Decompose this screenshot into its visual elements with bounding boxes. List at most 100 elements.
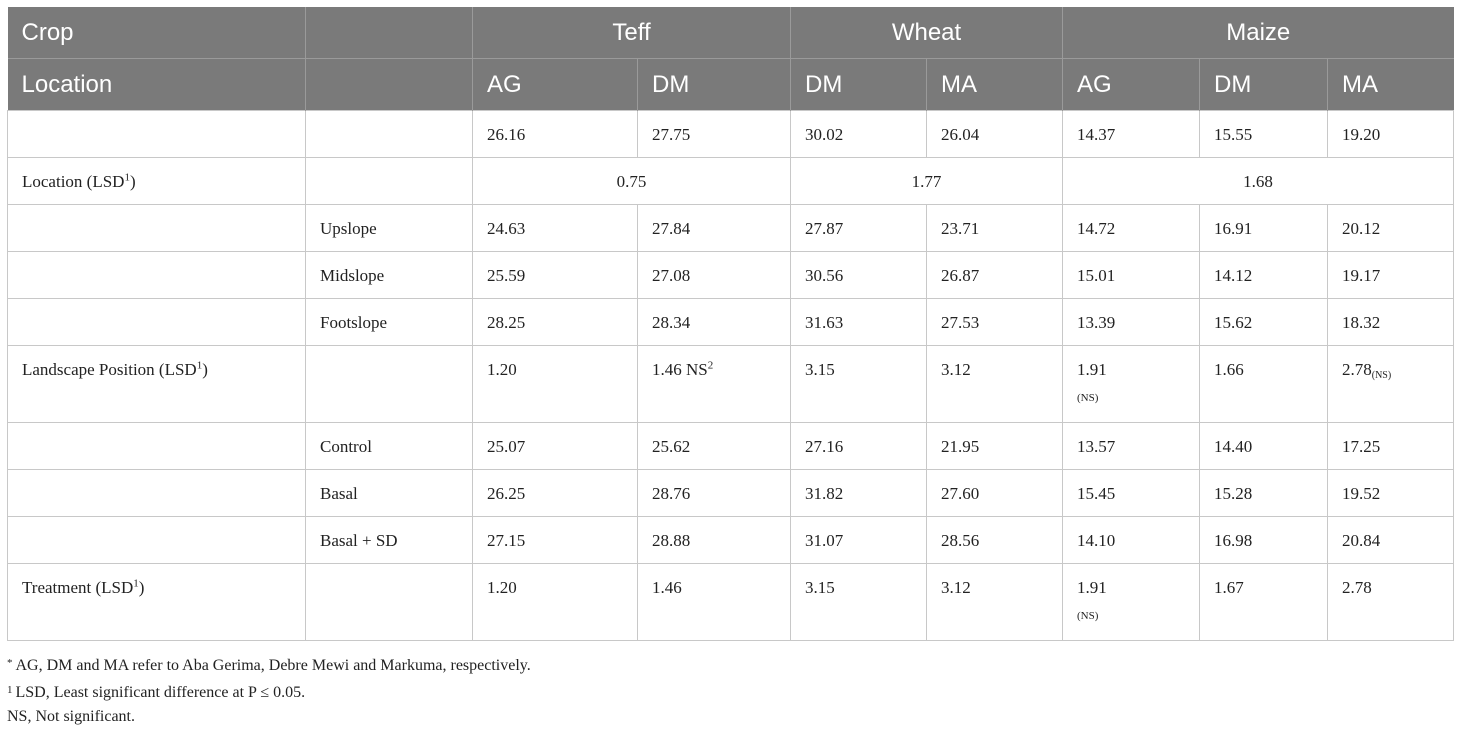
- table-cell: 28.34: [637, 298, 791, 346]
- cell-value: 1.91: [1077, 360, 1107, 379]
- row-sublabel: [305, 563, 473, 641]
- table-cell: 1.20: [472, 345, 638, 423]
- table-cell: 2.78: [1327, 563, 1454, 641]
- row-label: Landscape Position (LSD1): [7, 345, 306, 423]
- table-cell: 13.39: [1062, 298, 1200, 346]
- table-cell: 14.37: [1062, 110, 1200, 158]
- table-cell: 1.91 (NS): [1062, 345, 1200, 423]
- footnote-marker: 1: [196, 359, 203, 372]
- table-cell: 17.25: [1327, 422, 1454, 470]
- row-label-tail: ): [202, 360, 208, 379]
- header-group-wheat: Wheat: [790, 7, 1063, 59]
- row-sublabel: Basal: [305, 469, 473, 517]
- table-cell-maize-lsd: 1.68: [1062, 157, 1454, 205]
- table-cell: 15.62: [1199, 298, 1328, 346]
- table-cell: 1.91 (NS): [1062, 563, 1200, 641]
- table-cell: 1.67: [1199, 563, 1328, 641]
- row-sublabel: Midslope: [305, 251, 473, 299]
- footnote-marker: 1: [7, 684, 13, 696]
- row-label: [7, 422, 306, 470]
- table-cell-teff-lsd: 0.75: [472, 157, 791, 205]
- footnote-ns: NS, Not significant.: [7, 708, 135, 725]
- row-label: [7, 251, 306, 299]
- cell-note: (NS): [1371, 370, 1392, 381]
- table-cell: 14.12: [1199, 251, 1328, 299]
- table-cell: 27.16: [790, 422, 927, 470]
- table-wrapper: Crop Teff Wheat Maize Location AG DM DM …: [7, 7, 1454, 729]
- table-cell: 3.12: [926, 345, 1063, 423]
- data-table: Crop Teff Wheat Maize Location AG DM DM …: [7, 7, 1454, 641]
- header-crop-label: Crop: [7, 7, 306, 59]
- table-cell: 15.28: [1199, 469, 1328, 517]
- footnote-abbreviations: * AG, DM and MA refer to Aba Gerima, Debr…: [7, 651, 1453, 678]
- table-row-location-lsd: Location (LSD1) 0.75 1.77 1.68: [7, 157, 1454, 205]
- table-cell: 27.15: [472, 516, 638, 564]
- row-label: Treatment (LSD1): [7, 563, 306, 641]
- table-cell: 27.87: [790, 204, 927, 252]
- table-cell: 3.15: [790, 563, 927, 641]
- table-cell: 15.01: [1062, 251, 1200, 299]
- header-site-maize-ag: AG: [1062, 58, 1200, 111]
- table-cell: 28.25: [472, 298, 638, 346]
- table-footnotes: * AG, DM and MA refer to Aba Gerima, Debr…: [7, 651, 1453, 729]
- table-cell: 20.84: [1327, 516, 1454, 564]
- table-cell: 28.76: [637, 469, 791, 517]
- table-cell-wheat-lsd: 1.77: [790, 157, 1063, 205]
- table-cell: 13.57: [1062, 422, 1200, 470]
- table-cell: 30.56: [790, 251, 927, 299]
- row-sublabel: [305, 157, 473, 205]
- row-label-text: Landscape Position (LSD: [22, 360, 197, 379]
- table-cell: 31.82: [790, 469, 927, 517]
- table-cell: 14.72: [1062, 204, 1200, 252]
- row-sublabel: Basal + SD: [305, 516, 473, 564]
- table-cell: 27.53: [926, 298, 1063, 346]
- table-cell: 25.62: [637, 422, 791, 470]
- header-row-crop: Crop Teff Wheat Maize: [7, 7, 1454, 59]
- header-site-maize-ma: MA: [1327, 58, 1454, 111]
- table-cell: 19.17: [1327, 251, 1454, 299]
- header-site-wheat-dm: DM: [790, 58, 927, 111]
- footnote-marker: 1: [133, 577, 139, 590]
- footnote-text: LSD, Least significant difference at P ≤…: [15, 684, 306, 701]
- table-row-landscape-lsd: Landscape Position (LSD1) 1.20 1.46 NS2 …: [7, 345, 1454, 423]
- table-cell: 16.98: [1199, 516, 1328, 564]
- table-cell: 15.55: [1199, 110, 1328, 158]
- table-cell: 28.56: [926, 516, 1063, 564]
- cell-value: 1.91: [1077, 578, 1107, 597]
- table-cell: 19.52: [1327, 469, 1454, 517]
- table-row-basal-sd: Basal + SD 27.15 28.88 31.07 28.56 14.10…: [7, 516, 1454, 564]
- footnote-marker: *: [7, 657, 13, 669]
- header-row-location: Location AG DM DM MA AG DM MA: [7, 58, 1454, 111]
- footnote-marker: 2: [707, 359, 714, 372]
- row-label: [7, 110, 306, 158]
- table-cell: 3.15: [790, 345, 927, 423]
- table-row-footslope: Footslope 28.25 28.34 31.63 27.53 13.39 …: [7, 298, 1454, 346]
- row-sublabel: Upslope: [305, 204, 473, 252]
- table-cell: 25.07: [472, 422, 638, 470]
- table-row-upslope: Upslope 24.63 27.84 27.87 23.71 14.72 16…: [7, 204, 1454, 252]
- header-blank: [305, 7, 473, 59]
- row-label: [7, 469, 306, 517]
- row-label: [7, 298, 306, 346]
- table-cell: 26.16: [472, 110, 638, 158]
- table-cell: 1.20: [472, 563, 638, 641]
- table-cell: 1.66: [1199, 345, 1328, 423]
- row-label-tail: ): [138, 578, 145, 597]
- table-cell: 1.46 NS2: [637, 345, 791, 423]
- header-site-wheat-ma: MA: [926, 58, 1063, 111]
- row-sublabel: Footslope: [305, 298, 473, 346]
- table-cell: 26.25: [472, 469, 638, 517]
- header-site-teff-dm: DM: [637, 58, 791, 111]
- cell-value: 1.46 NS: [652, 360, 708, 379]
- table-cell: 26.87: [926, 251, 1063, 299]
- table-row-means: 26.16 27.75 30.02 26.04 14.37 15.55 19.2…: [7, 110, 1454, 158]
- table-cell: 24.63: [472, 204, 638, 252]
- table-cell: 14.40: [1199, 422, 1328, 470]
- header-blank: [305, 58, 473, 111]
- row-label-text: Location (LSD: [22, 172, 125, 191]
- header-site-teff-ag: AG: [472, 58, 638, 111]
- row-label: [7, 204, 306, 252]
- table-cell: 2.78(NS): [1327, 345, 1454, 423]
- table-body: 26.16 27.75 30.02 26.04 14.37 15.55 19.2…: [7, 110, 1454, 641]
- header-group-maize: Maize: [1062, 7, 1454, 59]
